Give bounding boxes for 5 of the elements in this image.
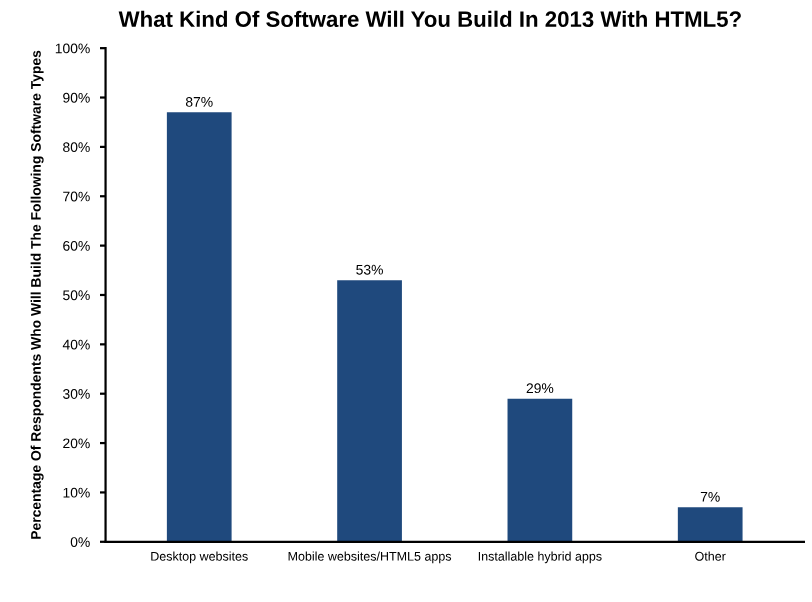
bar <box>337 280 402 542</box>
chart-title: What Kind Of Software Will You Build In 2013 With HTML5? <box>118 10 741 28</box>
bar <box>507 398 573 542</box>
bar <box>677 507 743 542</box>
bar <box>166 112 232 542</box>
